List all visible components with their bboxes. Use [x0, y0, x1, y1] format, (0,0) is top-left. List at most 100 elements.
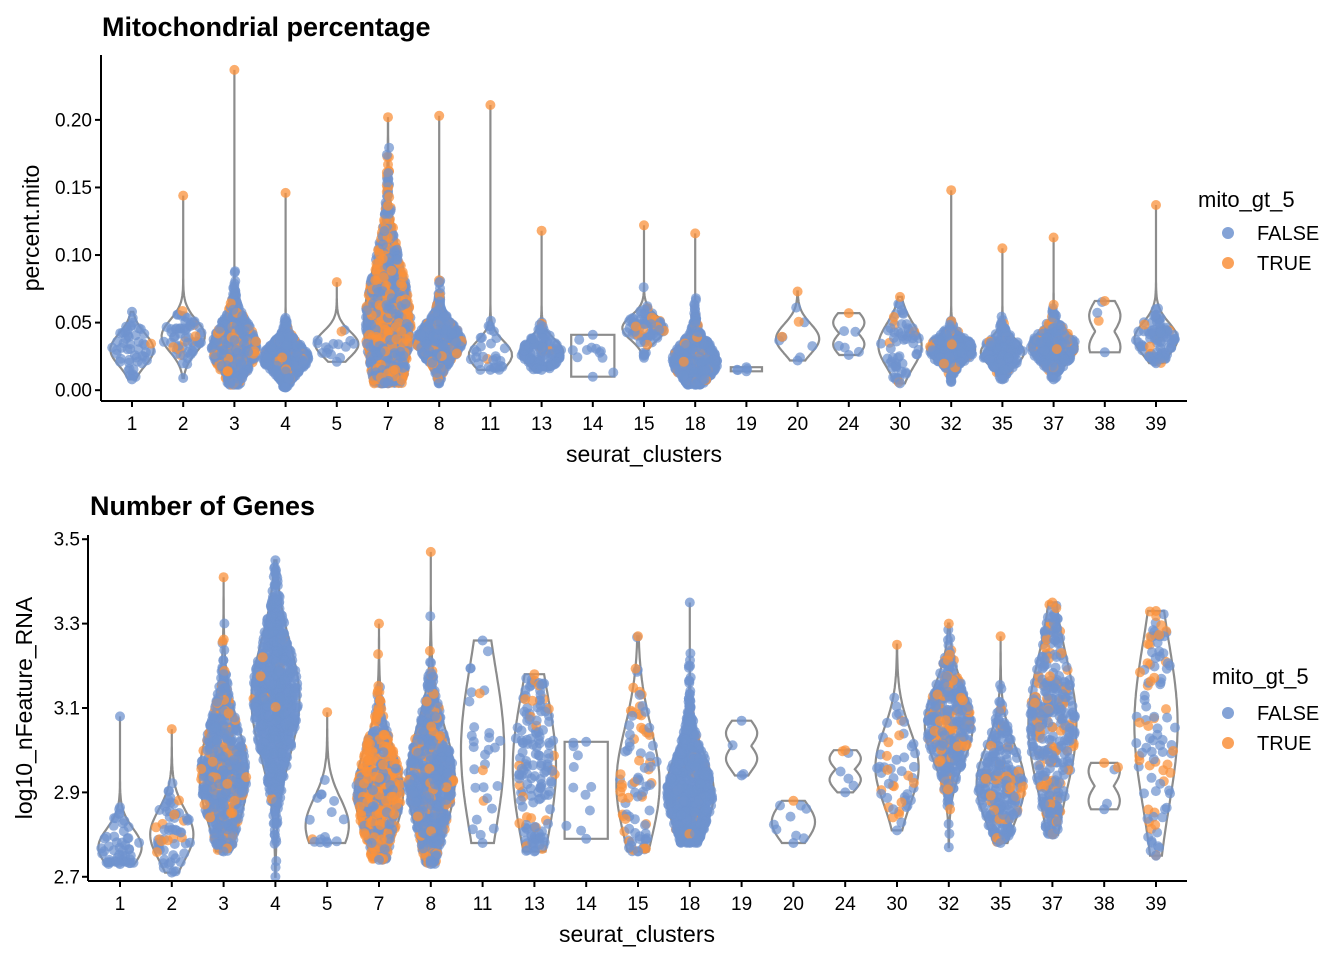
data-point [377, 239, 388, 250]
violin-cluster-38 [1088, 299, 1122, 354]
data-point [189, 316, 200, 327]
data-point [741, 362, 752, 373]
data-point [384, 142, 395, 153]
data-point [370, 275, 381, 286]
data-point [791, 302, 802, 313]
data-point [251, 336, 262, 347]
data-point [694, 327, 705, 338]
data-point [127, 306, 137, 317]
data-point [382, 177, 393, 188]
points-cluster-15 [621, 220, 669, 363]
data-point [946, 377, 957, 388]
data-point [895, 291, 905, 302]
data-point [944, 319, 955, 330]
data-point [451, 337, 462, 348]
data-point [853, 346, 864, 357]
data-point [887, 362, 898, 373]
data-point [383, 168, 394, 179]
data-point [116, 342, 127, 353]
data-point [434, 378, 445, 389]
data-point [390, 364, 401, 375]
data-point [627, 313, 638, 323]
data-point [485, 324, 496, 335]
data-point [984, 354, 995, 365]
data-point [843, 350, 854, 360]
points-cluster-30 [876, 291, 924, 389]
data-point [587, 371, 598, 382]
data-point [897, 307, 908, 318]
data-point [451, 348, 462, 359]
data-point [127, 374, 137, 385]
data-point [158, 336, 169, 347]
data-point [395, 351, 406, 362]
data-point [690, 316, 701, 327]
data-point [284, 331, 295, 342]
data-point [228, 282, 239, 293]
data-point [913, 344, 924, 355]
data-point [591, 343, 602, 354]
data-point [888, 312, 899, 322]
data-point [280, 312, 291, 323]
data-point [639, 352, 649, 363]
data-point [967, 349, 978, 360]
points-cluster-4 [258, 187, 314, 393]
data-point [190, 331, 201, 342]
data-point [348, 338, 359, 349]
data-point [475, 364, 486, 375]
data-point [587, 329, 598, 340]
data-point [1048, 232, 1059, 243]
data-point [266, 341, 277, 352]
panel-mitochondrial-percentage: Mitochondrial percentage 0.000.050.100.1… [18, 12, 1319, 467]
data-point [283, 373, 294, 384]
data-point [361, 305, 372, 316]
data-point [178, 190, 189, 201]
data-point [237, 373, 248, 384]
data-point [1026, 342, 1036, 353]
data-point [237, 311, 248, 322]
data-point [732, 365, 743, 376]
data-point [671, 363, 682, 374]
data-point [381, 300, 392, 311]
data-point [432, 368, 443, 378]
data-point [274, 332, 285, 343]
points-cluster-1 [107, 306, 157, 385]
data-point [178, 373, 189, 383]
data-point [434, 277, 445, 288]
data-point [1068, 344, 1079, 355]
data-point [230, 266, 241, 277]
data-point [383, 200, 393, 211]
points-cluster-2 [158, 190, 207, 383]
data-point [545, 336, 556, 347]
data-point [140, 347, 151, 358]
data-point [519, 345, 530, 356]
data-point [175, 328, 186, 339]
data-point [235, 357, 246, 368]
data-point [647, 328, 658, 339]
data-point [384, 192, 395, 203]
data-point [300, 355, 311, 366]
data-point [331, 277, 342, 288]
data-point [895, 378, 905, 389]
data-point [495, 355, 506, 366]
data-point [377, 253, 388, 264]
data-point [383, 378, 393, 389]
data-point [438, 340, 449, 351]
data-point [885, 343, 896, 354]
data-point [907, 323, 918, 334]
data-point [999, 364, 1010, 375]
data-point [1099, 296, 1110, 306]
data-point [537, 342, 548, 353]
data-point [231, 344, 242, 355]
data-point [997, 243, 1008, 254]
data-point [833, 340, 844, 351]
data-point [434, 110, 445, 121]
data-point [1092, 307, 1103, 318]
data-point [638, 282, 649, 293]
data-point [397, 267, 408, 278]
data-point [486, 338, 496, 349]
data-point [499, 343, 510, 354]
data-point [428, 331, 439, 342]
data-point [229, 379, 240, 390]
data-point [639, 220, 649, 231]
